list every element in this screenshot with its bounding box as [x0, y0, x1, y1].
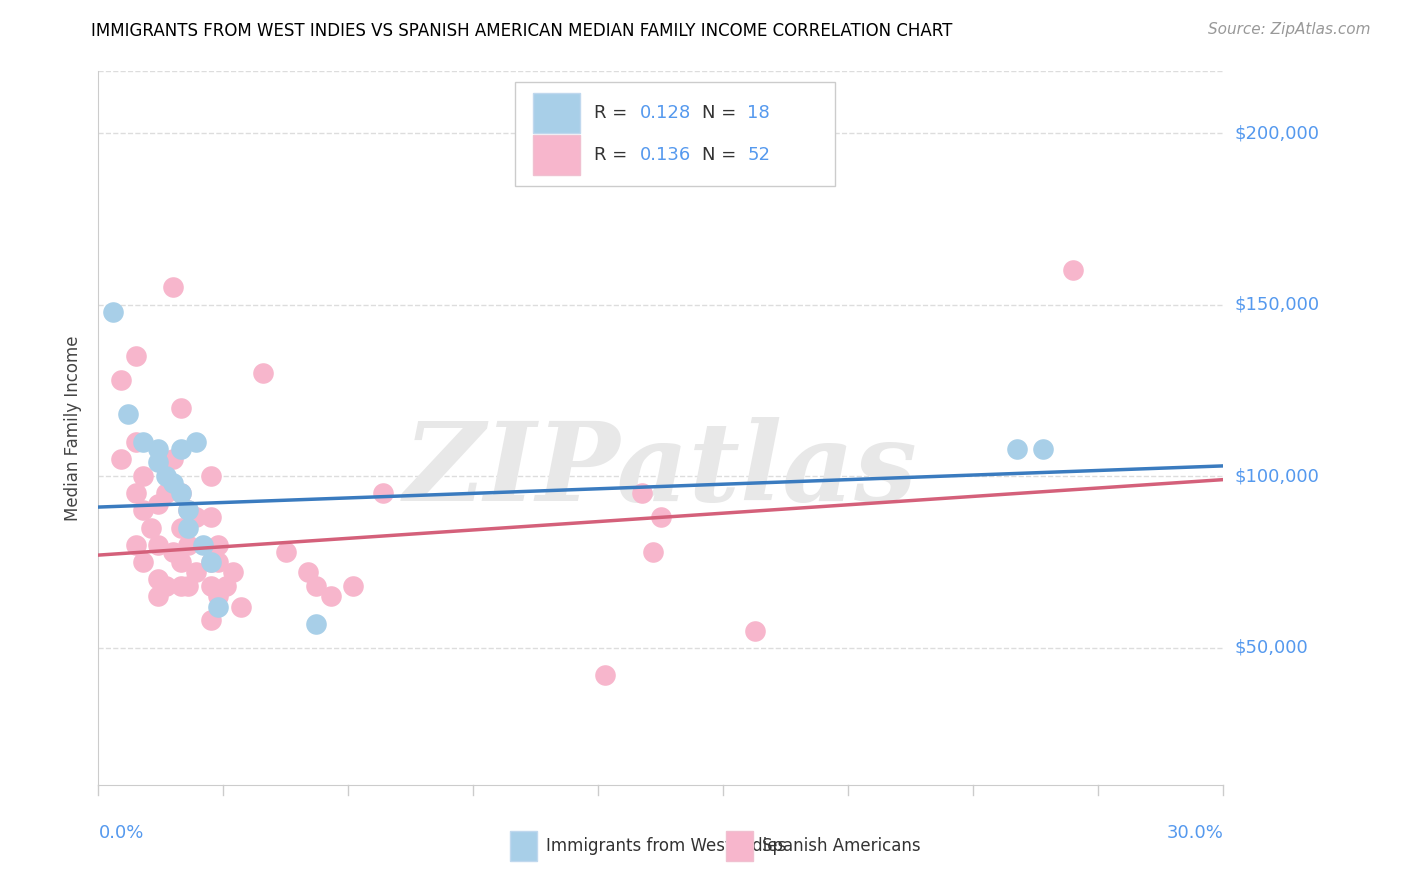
Point [148, 497, 170, 511]
Point [200, 555, 222, 569]
Point [650, 510, 672, 524]
Point [207, 538, 229, 552]
Point [177, 503, 200, 517]
Text: N =: N = [703, 103, 742, 121]
Point [162, 544, 184, 558]
Point [177, 521, 200, 535]
Point [177, 538, 200, 552]
Point [125, 486, 148, 500]
Point [200, 555, 222, 569]
Point [305, 579, 328, 593]
Point [207, 555, 229, 569]
Text: $150,000: $150,000 [1234, 295, 1319, 314]
Point [103, 304, 125, 318]
Point [170, 579, 193, 593]
Point [170, 442, 193, 456]
Text: 0.128: 0.128 [640, 103, 690, 121]
Point [125, 434, 148, 449]
Point [319, 589, 342, 603]
Point [110, 452, 132, 467]
Point [1005, 442, 1028, 456]
Text: $100,000: $100,000 [1234, 467, 1319, 485]
Text: 30.0%: 30.0% [1167, 824, 1223, 842]
Point [200, 579, 222, 593]
Point [132, 469, 155, 483]
Point [162, 280, 184, 294]
Point [593, 668, 616, 682]
Point [162, 452, 184, 467]
Point [117, 408, 139, 422]
Text: 18: 18 [748, 103, 770, 121]
Text: Immigrants from West Indies: Immigrants from West Indies [546, 837, 786, 855]
FancyBboxPatch shape [725, 830, 754, 861]
Point [184, 510, 207, 524]
Point [148, 455, 170, 469]
Point [1032, 442, 1054, 456]
Point [177, 579, 200, 593]
Text: 52: 52 [748, 146, 770, 164]
Point [170, 521, 193, 535]
Text: Source: ZipAtlas.com: Source: ZipAtlas.com [1208, 22, 1371, 37]
Point [110, 373, 132, 387]
Point [177, 503, 200, 517]
Point [207, 599, 229, 614]
Text: $200,000: $200,000 [1234, 124, 1319, 142]
Point [305, 616, 328, 631]
Point [162, 476, 184, 491]
Text: ZIPatlas: ZIPatlas [404, 417, 918, 524]
Point [222, 566, 245, 580]
Point [148, 572, 170, 586]
Point [215, 579, 238, 593]
Point [184, 434, 207, 449]
Text: Spanish Americans: Spanish Americans [762, 837, 921, 855]
Point [139, 521, 162, 535]
Point [125, 349, 148, 363]
Point [342, 579, 364, 593]
Text: R =: R = [595, 146, 634, 164]
Point [373, 486, 395, 500]
Point [200, 469, 222, 483]
Point [643, 544, 665, 558]
Point [193, 538, 215, 552]
Text: R =: R = [595, 103, 634, 121]
Text: N =: N = [703, 146, 742, 164]
Point [170, 555, 193, 569]
Point [297, 566, 319, 580]
Point [200, 510, 222, 524]
Y-axis label: Median Family Income: Median Family Income [65, 335, 83, 521]
Point [132, 434, 155, 449]
Text: 0.136: 0.136 [640, 146, 690, 164]
Point [229, 599, 252, 614]
Point [148, 538, 170, 552]
FancyBboxPatch shape [515, 82, 835, 186]
Text: IMMIGRANTS FROM WEST INDIES VS SPANISH AMERICAN MEDIAN FAMILY INCOME CORRELATION: IMMIGRANTS FROM WEST INDIES VS SPANISH A… [91, 22, 953, 40]
Point [155, 579, 177, 593]
Point [207, 589, 229, 603]
Point [252, 366, 274, 380]
Point [148, 589, 170, 603]
Point [132, 503, 155, 517]
Point [1062, 263, 1084, 277]
Point [274, 544, 297, 558]
Point [200, 613, 222, 627]
Text: 0.0%: 0.0% [98, 824, 143, 842]
Text: $50,000: $50,000 [1234, 639, 1308, 657]
Point [631, 486, 654, 500]
Point [155, 486, 177, 500]
Point [170, 401, 193, 415]
Point [184, 566, 207, 580]
Point [148, 442, 170, 456]
Point [170, 486, 193, 500]
Point [132, 555, 155, 569]
FancyBboxPatch shape [533, 93, 579, 133]
Point [125, 538, 148, 552]
FancyBboxPatch shape [533, 135, 579, 175]
Point [155, 469, 177, 483]
FancyBboxPatch shape [510, 830, 537, 861]
Point [744, 624, 766, 638]
Point [170, 486, 193, 500]
